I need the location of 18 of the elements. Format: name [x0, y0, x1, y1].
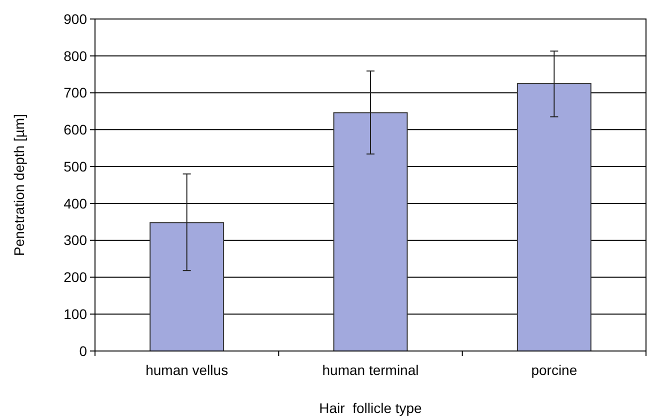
y-tick-label: 700 — [64, 84, 88, 101]
bar — [150, 222, 224, 352]
x-axis-title: Hair follicle type — [319, 400, 422, 416]
x-tick-label: human vellus — [146, 362, 228, 378]
bar — [333, 112, 408, 352]
x-tick-label: porcine — [531, 362, 578, 378]
y-tick-label: 200 — [64, 269, 88, 286]
y-tick-label: 300 — [64, 232, 88, 248]
y-tick-label: 0 — [79, 342, 88, 359]
y-axis-title: Penetration depth [µm] — [11, 114, 27, 256]
x-tick-label: human terminal — [322, 362, 419, 378]
y-tick-label: 600 — [64, 122, 88, 138]
y-tick-label: 800 — [64, 48, 88, 64]
bar — [516, 83, 592, 352]
y-tick-label: 400 — [64, 195, 88, 212]
y-tick-label: 100 — [64, 306, 88, 322]
y-tick-label: 900 — [64, 10, 88, 27]
y-tick-label: 500 — [64, 158, 88, 174]
